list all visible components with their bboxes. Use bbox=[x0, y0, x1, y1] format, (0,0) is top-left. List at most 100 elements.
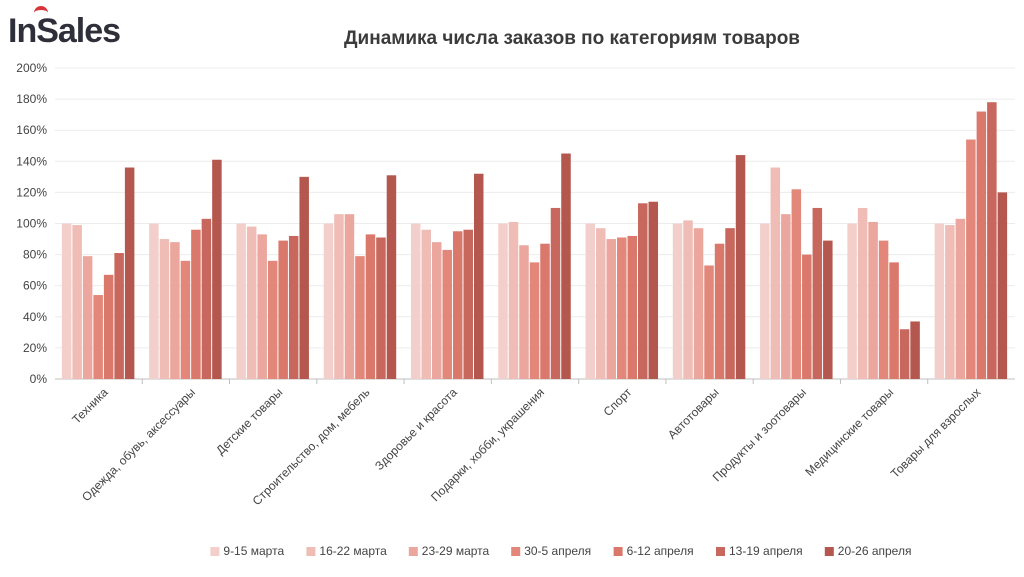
bar bbox=[103, 274, 114, 379]
y-tick-label: 100% bbox=[16, 217, 47, 231]
bar bbox=[114, 253, 124, 379]
legend-swatch bbox=[408, 547, 418, 556]
bar bbox=[781, 214, 791, 379]
bar bbox=[452, 231, 463, 379]
bar bbox=[170, 242, 180, 379]
bar bbox=[617, 237, 627, 379]
bar bbox=[442, 249, 452, 379]
bar bbox=[159, 239, 170, 379]
y-tick-label: 140% bbox=[16, 154, 47, 168]
x-category-label: Медицинские товары bbox=[802, 385, 896, 479]
x-category-label: Спорт bbox=[601, 385, 635, 419]
legend-swatch bbox=[511, 547, 521, 556]
bar bbox=[93, 295, 103, 379]
bar bbox=[704, 265, 714, 379]
bar bbox=[997, 192, 1008, 379]
legend-label: 30-5 апреля bbox=[524, 544, 591, 558]
bar bbox=[540, 243, 550, 379]
bar bbox=[124, 167, 135, 379]
bar bbox=[236, 223, 246, 379]
bar bbox=[987, 102, 997, 380]
bar bbox=[61, 223, 72, 379]
y-tick-label: 200% bbox=[16, 61, 47, 75]
bar bbox=[823, 240, 833, 379]
x-category-label: Автотовары bbox=[665, 385, 722, 442]
bar bbox=[365, 234, 376, 379]
y-tick-label: 0% bbox=[30, 372, 48, 386]
legend-label: 20-26 апреля bbox=[838, 544, 912, 558]
y-tick-label: 80% bbox=[23, 248, 47, 262]
bar bbox=[735, 155, 746, 379]
bar bbox=[288, 235, 299, 379]
x-category-label: Детские товары bbox=[213, 385, 285, 457]
x-category-label: Продукты и зоотовары bbox=[710, 385, 809, 484]
bar bbox=[323, 223, 334, 379]
bar bbox=[334, 214, 344, 379]
legend-swatch bbox=[716, 547, 725, 556]
bar bbox=[714, 243, 725, 379]
bar bbox=[519, 245, 529, 379]
x-category-label: Товары для взрослых bbox=[888, 385, 984, 481]
legend: 9-15 марта 16-22 марта 23-29 марта 30-5 апр… bbox=[210, 544, 911, 558]
bar bbox=[791, 189, 802, 379]
legend-label: 16-22 марта bbox=[319, 544, 387, 558]
bar bbox=[561, 153, 571, 379]
y-tick-label: 120% bbox=[16, 185, 47, 199]
bar bbox=[473, 173, 484, 379]
bar bbox=[899, 329, 910, 379]
bar bbox=[868, 221, 878, 379]
bars-layer bbox=[61, 102, 1008, 380]
legend-swatch bbox=[824, 547, 834, 556]
insales-logo: InSales bbox=[8, 6, 121, 51]
bar bbox=[463, 229, 473, 379]
bar bbox=[847, 223, 857, 379]
bar bbox=[278, 240, 288, 379]
logo-text: InSales bbox=[8, 12, 121, 50]
bar bbox=[344, 214, 355, 379]
bar bbox=[180, 260, 191, 379]
bar bbox=[212, 159, 222, 379]
bar bbox=[802, 254, 812, 379]
bar bbox=[672, 223, 683, 379]
bar bbox=[82, 256, 93, 379]
bar bbox=[191, 229, 201, 379]
bar bbox=[585, 223, 596, 379]
bar bbox=[376, 237, 386, 379]
bar bbox=[508, 221, 519, 379]
bar bbox=[498, 223, 508, 379]
bar bbox=[149, 223, 159, 379]
bar bbox=[627, 235, 638, 379]
bar bbox=[693, 228, 704, 379]
legend-label: 6-12 апреля bbox=[627, 544, 694, 558]
legend-label: 13-19 апреля bbox=[729, 544, 803, 558]
legend-swatch bbox=[613, 547, 623, 556]
logo-arc-icon bbox=[34, 6, 48, 18]
y-tick-label: 180% bbox=[16, 92, 47, 106]
bar bbox=[267, 260, 278, 379]
bar bbox=[955, 218, 966, 379]
bar bbox=[550, 207, 561, 379]
bar bbox=[386, 175, 397, 379]
bar bbox=[934, 223, 945, 379]
y-tick-label: 160% bbox=[16, 123, 47, 137]
bar bbox=[201, 218, 212, 379]
bar bbox=[431, 242, 442, 379]
legend-label: 23-29 марта bbox=[422, 544, 490, 558]
bar bbox=[910, 321, 920, 379]
bar bbox=[966, 139, 976, 379]
bar bbox=[246, 226, 257, 379]
x-category-label: Техника bbox=[69, 385, 111, 427]
bar bbox=[421, 229, 431, 379]
bar bbox=[299, 176, 309, 379]
bar bbox=[760, 223, 770, 379]
chart-title: Динамика числа заказов по категориям тов… bbox=[344, 28, 800, 49]
bar bbox=[683, 220, 693, 379]
x-category-label: Здоровье и красота bbox=[372, 385, 460, 473]
bar bbox=[945, 225, 955, 379]
bar bbox=[770, 167, 781, 379]
bar bbox=[257, 234, 267, 379]
legend-label: 9-15 марта bbox=[223, 544, 284, 558]
bar bbox=[648, 201, 659, 379]
bar bbox=[812, 207, 823, 379]
